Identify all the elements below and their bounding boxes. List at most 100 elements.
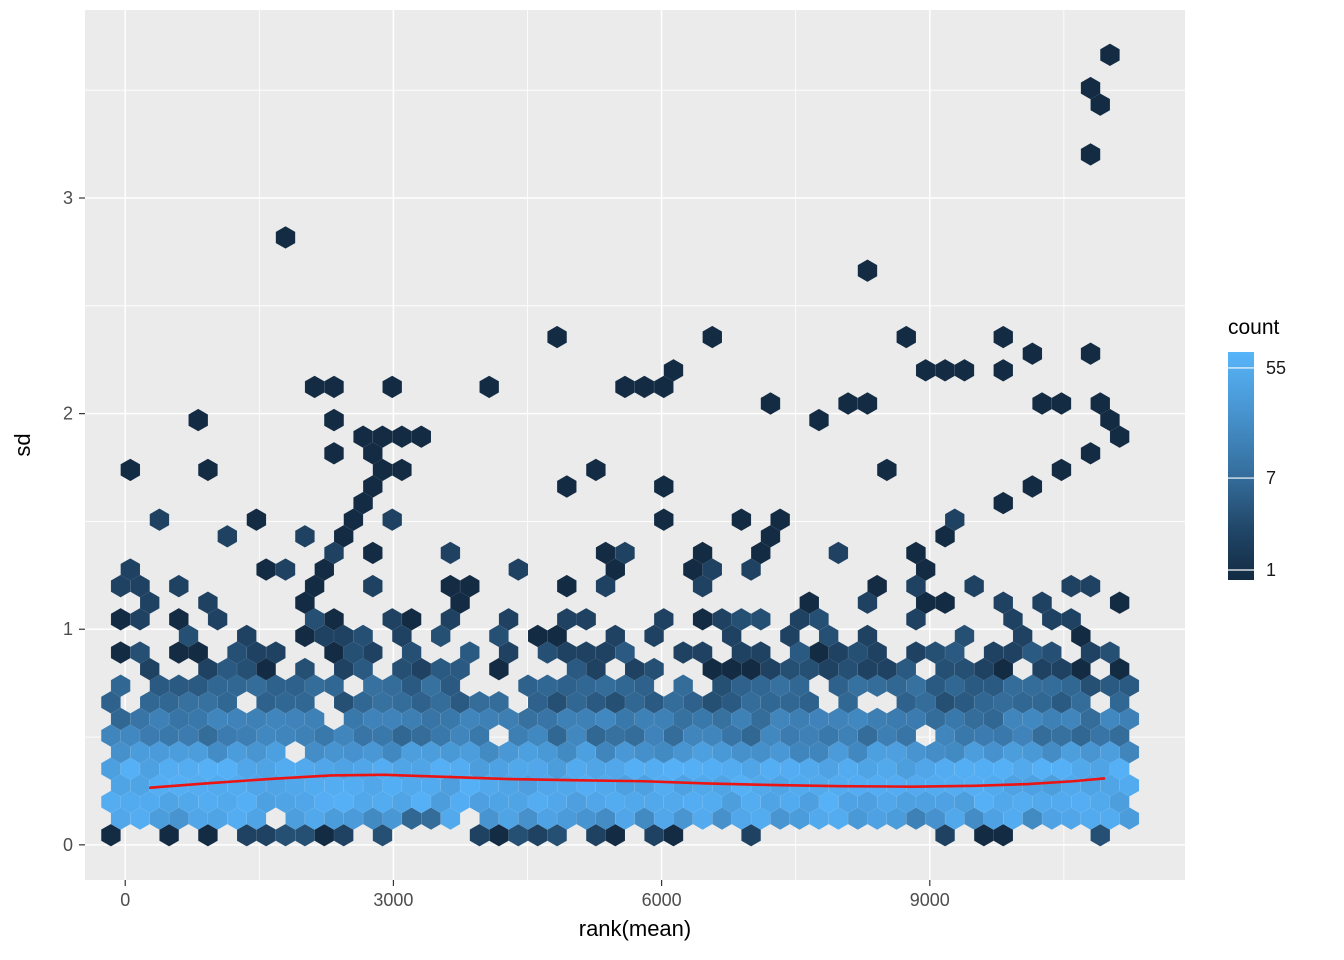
- hex-bin: [653, 508, 674, 532]
- x-tick-label: 9000: [910, 890, 950, 910]
- hex-bin: [130, 641, 150, 665]
- hex-bin: [702, 325, 723, 349]
- legend-label: 55: [1266, 358, 1286, 378]
- legend-label: 7: [1266, 468, 1276, 488]
- hex-bins: [100, 43, 1140, 847]
- hex-bin: [993, 358, 1014, 382]
- hex-bin: [653, 607, 674, 631]
- hex-bin: [750, 607, 771, 631]
- hex-bin: [644, 657, 665, 681]
- hex-bin: [731, 508, 752, 532]
- hex-bin: [1100, 408, 1120, 432]
- x-axis: 0 3000 6000 9000: [120, 880, 950, 910]
- hex-bin: [197, 591, 218, 615]
- hex-bin: [605, 624, 626, 648]
- hex-bin: [1051, 392, 1072, 415]
- hex-bin: [876, 458, 897, 482]
- hex-bin: [459, 574, 480, 598]
- hex-bin: [508, 558, 529, 582]
- hex-bin: [1041, 641, 1062, 665]
- hex-bin: [857, 259, 878, 283]
- hex-bin: [353, 624, 374, 648]
- hex-bin: [653, 375, 674, 399]
- hex-bin: [324, 441, 344, 465]
- hex-bin: [1100, 641, 1120, 665]
- hex-bin: [188, 408, 209, 432]
- legend: count 55 7 1: [1228, 316, 1286, 580]
- hex-bin: [896, 325, 917, 349]
- hex-bin: [488, 690, 509, 714]
- smooth-line: [148, 773, 1106, 790]
- legend-title: count: [1228, 316, 1280, 339]
- hex-bin: [935, 591, 956, 615]
- hex-bin: [1022, 342, 1043, 366]
- hex-bin: [954, 624, 975, 648]
- hex-bin: [197, 458, 218, 482]
- hex-bin: [760, 392, 781, 415]
- hex-bin: [556, 574, 577, 598]
- hex-bin: [1080, 441, 1101, 465]
- hex-bin: [1051, 458, 1072, 482]
- x-axis-title: rank(mean): [579, 916, 691, 941]
- hex-bin: [857, 392, 878, 415]
- hex-bin: [498, 607, 519, 631]
- y-tick-label: 0: [63, 835, 73, 855]
- hex-bin: [692, 541, 713, 565]
- hex-bin: [906, 541, 926, 565]
- hex-bin: [275, 225, 296, 249]
- legend-gradient-bar: [1228, 352, 1254, 580]
- hex-bin: [799, 591, 820, 615]
- hex-bin: [362, 541, 383, 565]
- hex-bin: [110, 674, 131, 698]
- hex-bin: [547, 325, 568, 349]
- x-tick-label: 6000: [642, 890, 682, 910]
- hex-bin: [750, 641, 771, 665]
- hex-bin: [1061, 607, 1082, 631]
- hex-bin: [944, 508, 965, 532]
- hex-bin: [401, 607, 422, 631]
- hex-bin: [673, 674, 694, 698]
- hex-bin: [1100, 43, 1120, 67]
- hex-bin: [120, 558, 141, 582]
- hex-bin: [324, 408, 344, 432]
- y-axis: 0 1 2 3: [63, 188, 85, 855]
- hex-bin: [479, 375, 500, 399]
- hex-bin: [1080, 342, 1101, 366]
- hex-bin: [217, 524, 238, 548]
- y-axis-title: sd: [10, 433, 35, 456]
- hex-bin: [692, 641, 713, 665]
- y-tick-label: 2: [63, 404, 73, 424]
- hex-bin: [1080, 574, 1101, 598]
- hex-bin: [585, 458, 606, 482]
- hex-bin: [857, 624, 878, 648]
- hex-bin: [1022, 475, 1043, 498]
- hex-bin: [1032, 591, 1053, 615]
- hex-bin: [770, 508, 791, 532]
- hex-bin: [993, 325, 1014, 349]
- hex-bin: [246, 508, 267, 532]
- hex-bin: [120, 458, 141, 482]
- legend-label: 1: [1266, 560, 1276, 580]
- hex-bin: [372, 425, 393, 449]
- y-tick-label: 3: [63, 188, 73, 208]
- hex-bin: [867, 574, 888, 598]
- hex-bin: [236, 624, 257, 648]
- hex-bin: [964, 574, 985, 598]
- hex-bin: [382, 508, 403, 532]
- hex-bin: [809, 408, 829, 432]
- hex-bin: [935, 358, 956, 382]
- y-tick-label: 1: [63, 619, 73, 639]
- hex-bin: [382, 375, 403, 399]
- hex-bin: [1080, 142, 1101, 166]
- legend-tick-labels: 55 7 1: [1228, 358, 1286, 580]
- hex-bin: [275, 558, 296, 582]
- hex-bin: [459, 641, 480, 665]
- x-tick-label: 0: [120, 890, 130, 910]
- hex-bin: [1090, 93, 1111, 117]
- hex-bin: [304, 375, 325, 399]
- hex-bin: [294, 524, 315, 548]
- hex-bin: [168, 607, 189, 631]
- hex-bin: [556, 475, 577, 498]
